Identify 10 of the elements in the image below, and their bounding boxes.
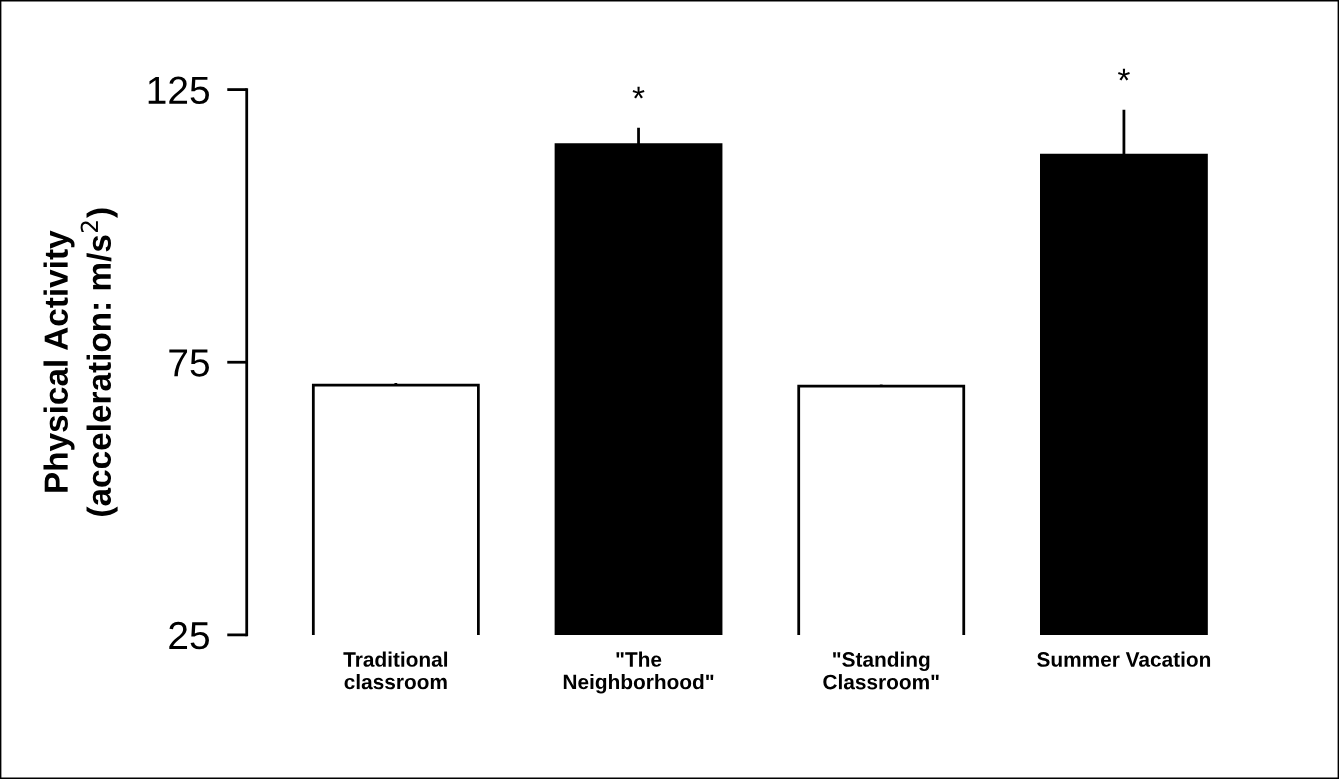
x-tick-label: "Standing Classroom" <box>823 651 939 690</box>
y-tick-label: 125 <box>148 76 209 105</box>
y-axis-title: Physical Activity (acceleration: m/s$^{2}$) <box>43 208 118 516</box>
x-tick-label: Summer Vacation <box>1037 651 1211 667</box>
y-tick-label: 75 <box>169 349 209 377</box>
annotation: * <box>1117 68 1130 81</box>
x-tick-label: "The Neighborhood" <box>563 651 714 694</box>
y-tick-label: 25 <box>169 621 209 650</box>
x-tick-label: Traditional classroom <box>343 651 448 690</box>
annotation: * <box>632 86 645 99</box>
